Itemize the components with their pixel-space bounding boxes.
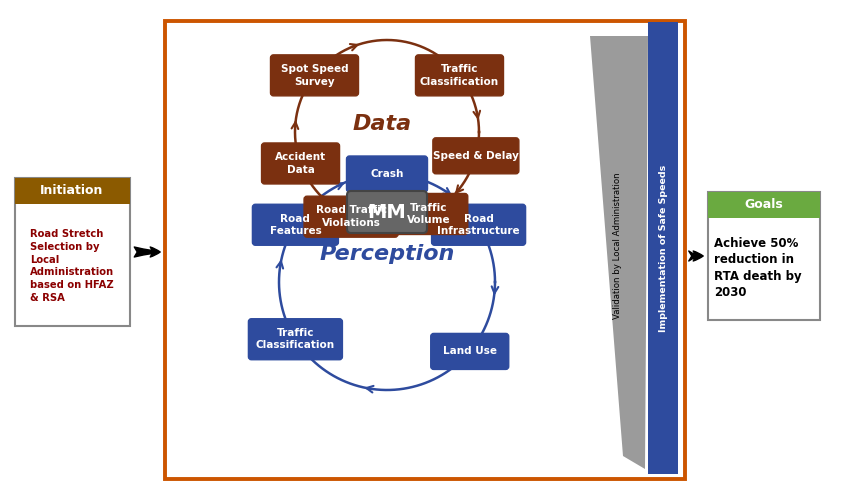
- Text: Road Stretch
Selection by
Local
Administration
based on HFAZ
& RSA: Road Stretch Selection by Local Administ…: [30, 229, 114, 303]
- Text: MM: MM: [368, 203, 406, 221]
- Text: Accident
Data: Accident Data: [275, 152, 326, 175]
- FancyBboxPatch shape: [261, 143, 340, 184]
- Text: Road Traffic
Violations: Road Traffic Violations: [315, 206, 387, 228]
- Text: Speed & Delay: Speed & Delay: [433, 151, 518, 161]
- Text: Traffic
Volume: Traffic Volume: [407, 203, 450, 225]
- FancyBboxPatch shape: [14, 178, 130, 204]
- FancyBboxPatch shape: [252, 204, 338, 245]
- FancyBboxPatch shape: [271, 55, 358, 96]
- FancyBboxPatch shape: [389, 194, 468, 234]
- FancyBboxPatch shape: [346, 156, 427, 192]
- FancyBboxPatch shape: [432, 138, 518, 174]
- Text: Achieve 50%
reduction in
RTA death by
2030: Achieve 50% reduction in RTA death by 20…: [714, 237, 802, 299]
- FancyBboxPatch shape: [347, 191, 427, 233]
- Polygon shape: [590, 36, 648, 469]
- FancyBboxPatch shape: [708, 192, 820, 218]
- FancyBboxPatch shape: [165, 21, 685, 479]
- Text: Traffic
Classification: Traffic Classification: [420, 64, 499, 87]
- FancyBboxPatch shape: [648, 22, 678, 474]
- FancyBboxPatch shape: [416, 55, 503, 96]
- Text: Road
Infrastructure: Road Infrastructure: [438, 214, 520, 236]
- Text: Traffic
Classification: Traffic Classification: [255, 328, 335, 350]
- Text: Perception: Perception: [319, 244, 454, 264]
- FancyBboxPatch shape: [304, 196, 398, 237]
- Text: Goals: Goals: [744, 199, 783, 212]
- FancyBboxPatch shape: [14, 178, 130, 326]
- FancyBboxPatch shape: [708, 192, 820, 320]
- FancyBboxPatch shape: [431, 334, 508, 369]
- Text: Crash: Crash: [370, 169, 404, 179]
- Text: Implementation of Safe Speeds: Implementation of Safe Speeds: [658, 164, 668, 332]
- FancyBboxPatch shape: [249, 319, 342, 360]
- FancyBboxPatch shape: [432, 204, 525, 245]
- Text: Road
Features: Road Features: [270, 214, 321, 236]
- Text: Validation by Local Administration: Validation by Local Administration: [613, 173, 621, 320]
- Text: Initiation: Initiation: [40, 184, 104, 198]
- Text: Spot Speed
Survey: Spot Speed Survey: [281, 64, 348, 87]
- Text: Data: Data: [352, 114, 411, 134]
- Text: Land Use: Land Use: [443, 346, 497, 356]
